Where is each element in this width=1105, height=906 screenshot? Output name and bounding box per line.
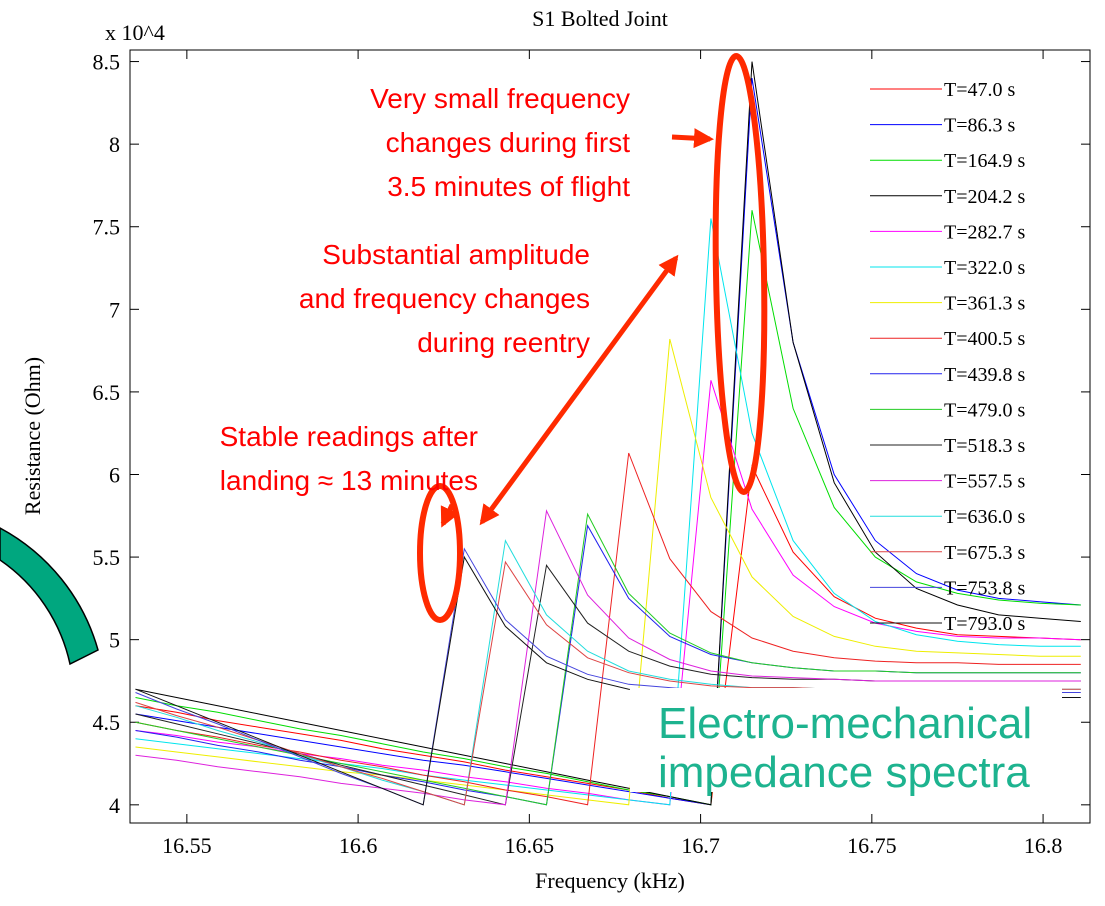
legend-label: T=164.9 s bbox=[944, 150, 1025, 172]
series-line bbox=[135, 509, 1081, 806]
annotation: and frequency changes bbox=[299, 283, 590, 314]
legend-label: T=753.8 s bbox=[944, 577, 1025, 599]
y-tick-label: 7.5 bbox=[93, 215, 121, 240]
x-tick-label: 16.75 bbox=[847, 833, 897, 858]
plot-frame bbox=[129, 49, 1091, 824]
annotation: Stable readings after bbox=[220, 421, 478, 452]
legend-label: T=479.0 s bbox=[944, 399, 1025, 421]
annotation: changes during first bbox=[386, 127, 631, 158]
x-tick-label: 16.65 bbox=[505, 833, 555, 858]
series-line bbox=[135, 338, 1081, 806]
series-line bbox=[135, 218, 1081, 806]
series-line bbox=[135, 78, 1081, 806]
series-line bbox=[135, 464, 1081, 806]
annotation: during reentry bbox=[417, 327, 590, 358]
legend-label: T=439.8 s bbox=[944, 364, 1025, 386]
y-tick-label: 8 bbox=[109, 132, 120, 157]
x-tick-label: 16.8 bbox=[1024, 833, 1063, 858]
highlight-ellipse bbox=[712, 53, 768, 495]
series-line bbox=[135, 210, 1081, 806]
y-tick-label: 6.5 bbox=[93, 380, 121, 405]
annotation: Substantial amplitude bbox=[322, 239, 590, 270]
legend-label: T=204.2 s bbox=[944, 186, 1025, 208]
y-tick-label: 7 bbox=[109, 297, 120, 322]
x-axis-label: Frequency (kHz) bbox=[535, 868, 685, 893]
legend-label: T=361.3 s bbox=[944, 293, 1025, 315]
annotation: landing ≈ 13 minutes bbox=[220, 465, 478, 496]
label-box bbox=[630, 688, 1062, 792]
y-tick-label: 6 bbox=[109, 462, 120, 487]
axes: 4 4.5 5 5.5 6 6.5 7 7.5 8 8.5 16.55 16.6 16.65 16.7 16… bbox=[93, 50, 1090, 858]
arrow bbox=[479, 254, 679, 526]
annotation: impedance spectra bbox=[658, 748, 1030, 797]
decorative-arc bbox=[0, 527, 99, 666]
arrow bbox=[671, 128, 714, 149]
legend-label: T=518.3 s bbox=[944, 435, 1025, 457]
legend-label: T=322.0 s bbox=[944, 257, 1025, 279]
y-axis-label: Resistance (Ohm) bbox=[20, 357, 45, 515]
legend-label: T=793.0 s bbox=[944, 613, 1025, 635]
axis-multiplier: x 10^4 bbox=[105, 20, 165, 45]
highlight-ellipse bbox=[417, 483, 463, 623]
series-line bbox=[135, 61, 1081, 806]
legend-label: T=86.3 s bbox=[944, 115, 1015, 137]
plot-area bbox=[135, 61, 1081, 806]
y-tick-label: 5.5 bbox=[93, 545, 121, 570]
x-tick-label: 16.6 bbox=[339, 833, 378, 858]
legend-label: T=282.7 s bbox=[944, 221, 1025, 243]
y-tick-label: 4 bbox=[109, 793, 120, 818]
annotation: 3.5 minutes of flight bbox=[387, 171, 630, 202]
x-tick-label: 16.7 bbox=[681, 833, 720, 858]
y-tick-label: 8.5 bbox=[93, 50, 121, 75]
y-tick-label: 5 bbox=[109, 628, 120, 653]
annotations: Very small frequency changes during firs… bbox=[0, 53, 1062, 797]
x-tick-label: 16.55 bbox=[162, 833, 212, 858]
legend-label: T=557.5 s bbox=[944, 471, 1025, 493]
legend-label: T=675.3 s bbox=[944, 542, 1025, 564]
legend: T=47.0 s T=86.3 s T=164.9 s T=204.2 s T=282.… bbox=[870, 79, 1025, 635]
arrow bbox=[440, 503, 459, 528]
legend-label: T=636.0 s bbox=[944, 506, 1025, 528]
legend-label: T=400.5 s bbox=[944, 328, 1025, 350]
annotation: Very small frequency bbox=[370, 83, 630, 114]
y-tick-label: 4.5 bbox=[93, 710, 121, 735]
chart-title: S1 Bolted Joint bbox=[532, 6, 668, 31]
annotation: Electro-mechanical bbox=[658, 699, 1032, 748]
legend-label: T=47.0 s bbox=[944, 79, 1015, 101]
